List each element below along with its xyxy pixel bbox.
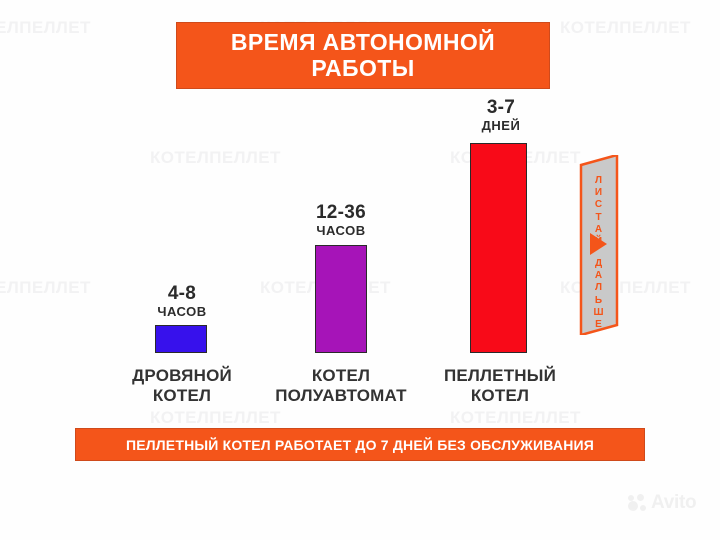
value-label-3: 3-7 ДНЕЙ [481,97,521,133]
title-line-1: ВРЕМЯ АВТОНОМНОЙ [230,28,496,55]
title-line-2: РАБОТЫ [311,54,415,81]
title-text: ВРЕМЯ АВТОНОМНОЙ РАБОТЫ [230,28,496,82]
ribbon-letter: Ш [593,306,605,318]
title-banner: ВРЕМЯ АВТОНОМНОЙ РАБОТЫ [176,22,550,89]
footer-text: ПЕЛЛЕТНЫЙ КОТЕЛ РАБОТАЕТ ДО 7 ДНЕЙ БЕЗ О… [125,436,595,453]
ribbon-letter: А [594,270,604,282]
ribbon-letter: Л [594,175,604,186]
bar-pelletnyy-kotel [470,143,527,353]
ribbon-letter: Д [594,258,604,269]
category-label-2: КОТЕЛ ПОЛУАВТОМАТ [275,366,407,406]
ribbon-letter: А [594,223,604,235]
ribbon-letter: Ь [594,294,604,306]
avito-watermark: Avito [628,492,697,514]
value-label-1: 4-8 ЧАСОВ [157,283,207,319]
bar-kotel-poluavtomat [315,245,367,353]
triangle-right-icon [590,233,607,255]
ribbon-letter: Т [595,211,603,223]
bar-drovyanoy-kotel [155,325,207,353]
ribbon-letter: Л [594,282,604,294]
avito-wordmark: Avito [651,492,697,513]
avito-logo-icon [628,493,647,513]
value-label-2: 12-36 ЧАСОВ [315,202,367,238]
ribbon-letter: С [594,199,604,211]
ribbon-letter: Е [595,318,603,330]
footer-banner: ПЕЛЛЕТНЫЙ КОТЕЛ РАБОТАЕТ ДО 7 ДНЕЙ БЕЗ О… [75,428,645,461]
ribbon-letter: И [594,187,604,199]
category-label-1: ДРОВЯНОЙ КОТЕЛ [132,366,232,406]
category-label-3: ПЕЛЛЕТНЫЙ КОТЕЛ [443,366,557,406]
